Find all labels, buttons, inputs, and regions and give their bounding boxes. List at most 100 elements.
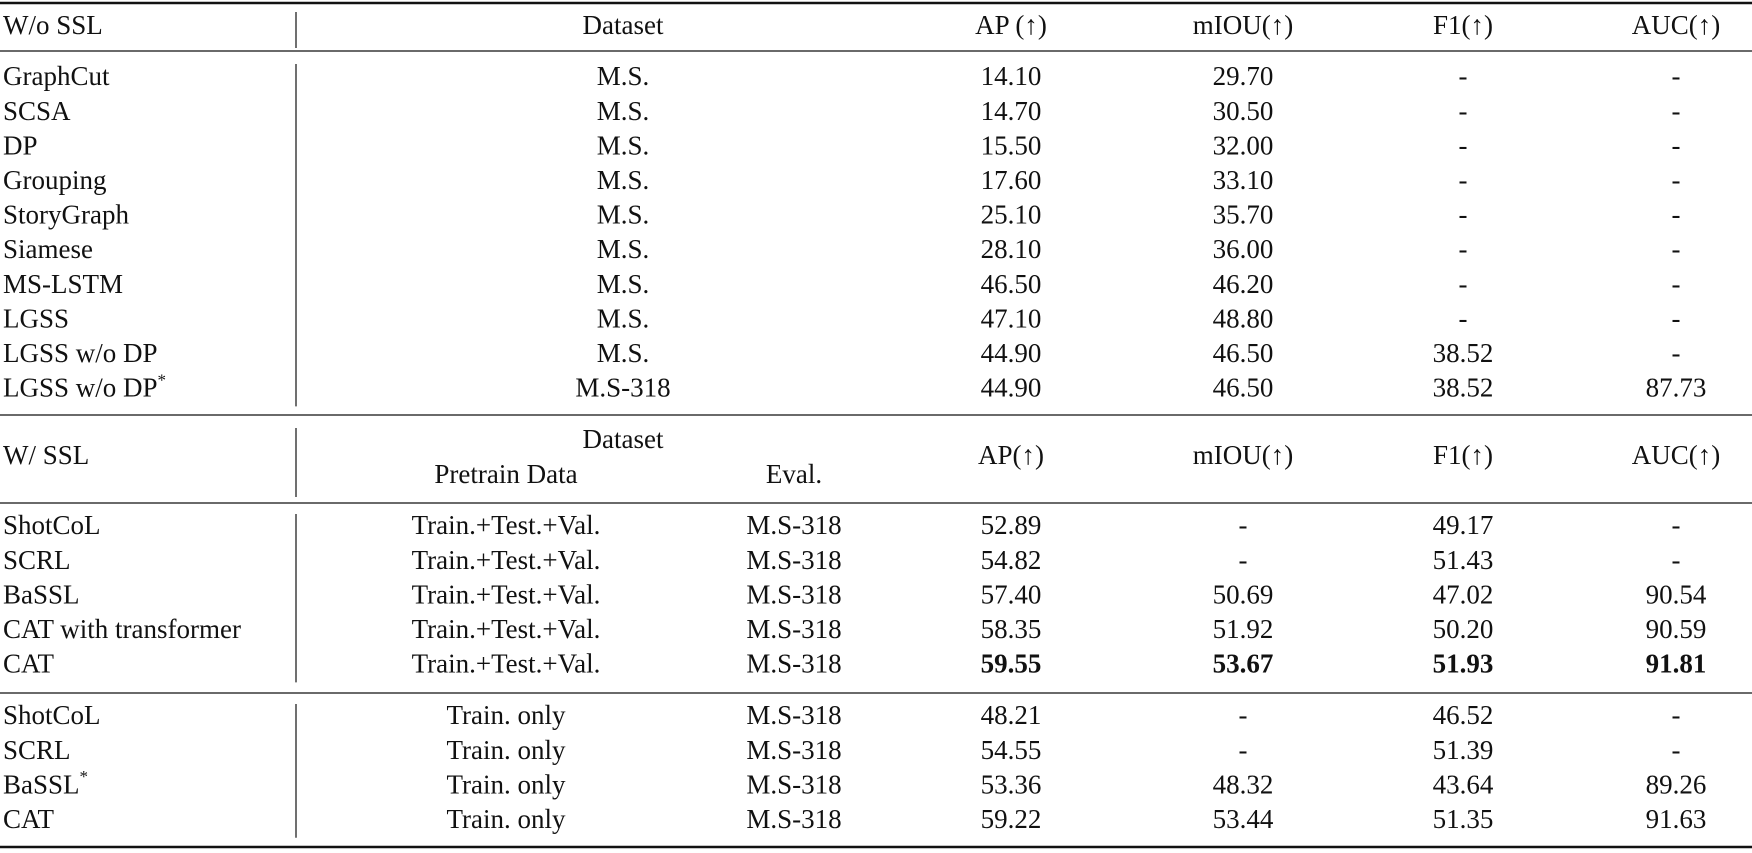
cell: M.S. [597, 130, 650, 160]
header-metric: F1(↑) [1433, 440, 1493, 470]
cell: - [1239, 545, 1248, 575]
cell: Train.+Test.+Val. [412, 545, 601, 575]
cell: - [1239, 510, 1248, 540]
cell: M.S-318 [746, 579, 841, 609]
cell: Train.+Test.+Val. [412, 649, 601, 679]
cell: - [1239, 735, 1248, 765]
cell: 58.35 [981, 614, 1042, 644]
cell: Train.+Test.+Val. [412, 579, 601, 609]
cell: M.S. [597, 200, 650, 230]
cell: 30.50 [1213, 96, 1274, 126]
cell: 32.00 [1213, 130, 1274, 160]
cell: M.S. [597, 165, 650, 195]
cell: - [1459, 61, 1468, 91]
cell: - [1672, 130, 1681, 160]
cell: - [1672, 700, 1681, 730]
cell: Train. only [446, 769, 566, 799]
cell: - [1459, 165, 1468, 195]
cell: - [1459, 269, 1468, 299]
cell: 53.44 [1213, 804, 1274, 834]
cell: 91.63 [1646, 804, 1707, 834]
cell: M.S. [597, 303, 650, 333]
cell: 44.90 [981, 338, 1042, 368]
cell: 53.67 [1213, 649, 1274, 679]
cell: Train.+Test.+Val. [412, 614, 601, 644]
method-name: SCSA [3, 96, 71, 126]
cell: 54.82 [981, 545, 1042, 575]
header-method: W/o SSL [3, 10, 103, 40]
cell: 46.50 [1213, 373, 1274, 403]
cell: M.S-318 [746, 735, 841, 765]
method-name: Grouping [3, 165, 107, 195]
method-name: CAT [3, 804, 55, 834]
method-name: GraphCut [3, 61, 110, 91]
method-name: Siamese [3, 234, 93, 264]
cell: - [1672, 735, 1681, 765]
cell: - [1672, 269, 1681, 299]
cell: - [1459, 96, 1468, 126]
cell: 15.50 [981, 130, 1042, 160]
cell: 47.02 [1433, 579, 1494, 609]
cell: 89.26 [1646, 769, 1707, 799]
cell: M.S. [597, 234, 650, 264]
cell: 46.52 [1433, 700, 1494, 730]
cell: M.S-318 [746, 545, 841, 575]
cell: 52.89 [981, 510, 1042, 540]
cell: M.S-318 [746, 614, 841, 644]
header-pretrain: Pretrain Data [434, 459, 577, 489]
cell: - [1672, 96, 1681, 126]
header-metric: F1(↑) [1433, 10, 1493, 40]
cell: 14.10 [981, 61, 1042, 91]
header-metric: AP(↑) [978, 440, 1044, 470]
method-name: SCRL [3, 545, 71, 575]
cell: M.S-318 [746, 649, 841, 679]
cell: 59.55 [981, 649, 1042, 679]
cell: M.S-318 [746, 804, 841, 834]
cell: 54.55 [981, 735, 1042, 765]
method-name: CAT with transformer [3, 614, 241, 644]
cell: - [1672, 303, 1681, 333]
cell: Train. only [446, 804, 566, 834]
method-name: StoryGraph [3, 200, 129, 230]
cell: - [1672, 234, 1681, 264]
cell: 48.80 [1213, 303, 1274, 333]
cell: 25.10 [981, 200, 1042, 230]
header-dataset: Dataset [583, 424, 664, 454]
method-name: BaSSL [3, 579, 80, 609]
cell: M.S-318 [575, 373, 670, 403]
cell: - [1459, 303, 1468, 333]
cell: 53.36 [981, 769, 1042, 799]
method-name: BaSSL* [3, 767, 88, 799]
method-name: ShotCoL [3, 700, 101, 730]
header-metric: AP (↑) [975, 10, 1047, 40]
cell: M.S. [597, 269, 650, 299]
header-metric: AUC(↑) [1632, 10, 1721, 40]
cell: - [1239, 700, 1248, 730]
cell: - [1672, 61, 1681, 91]
cell: M.S-318 [746, 510, 841, 540]
cell: 50.69 [1213, 579, 1274, 609]
cell: - [1459, 130, 1468, 160]
cell: 33.10 [1213, 165, 1274, 195]
cell: M.S. [597, 338, 650, 368]
cell: 14.70 [981, 96, 1042, 126]
cell: 46.50 [1213, 338, 1274, 368]
cell: 38.52 [1433, 373, 1494, 403]
cell: M.S-318 [746, 769, 841, 799]
cell: M.S-318 [746, 700, 841, 730]
cell: 91.81 [1646, 649, 1707, 679]
cell: 38.52 [1433, 338, 1494, 368]
cell: - [1672, 338, 1681, 368]
method-name: LGSS [3, 303, 69, 333]
cell: 50.20 [1433, 614, 1494, 644]
cell: 46.50 [981, 269, 1042, 299]
cell: 51.35 [1433, 804, 1494, 834]
cell: 44.90 [981, 373, 1042, 403]
header-eval: Eval. [766, 459, 822, 489]
cell: 47.10 [981, 303, 1042, 333]
cell: 35.70 [1213, 200, 1274, 230]
header-metric: mIOU(↑) [1193, 440, 1293, 470]
cell: - [1672, 200, 1681, 230]
header-method: W/ SSL [3, 440, 89, 470]
